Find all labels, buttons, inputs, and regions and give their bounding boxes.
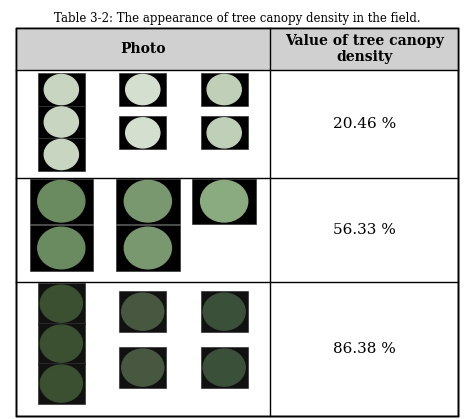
Text: 86.38 %: 86.38 %: [333, 342, 396, 356]
Bar: [119, 116, 166, 149]
Bar: [201, 73, 248, 106]
Bar: [116, 178, 180, 224]
Circle shape: [40, 365, 82, 402]
Circle shape: [44, 107, 78, 137]
Circle shape: [44, 140, 78, 170]
Bar: [201, 116, 248, 149]
Circle shape: [203, 349, 245, 386]
Bar: [38, 73, 85, 106]
Bar: [192, 178, 256, 224]
Circle shape: [40, 285, 82, 322]
Bar: [16, 28, 458, 70]
Bar: [119, 347, 166, 388]
Circle shape: [122, 349, 164, 386]
Bar: [38, 106, 85, 138]
Circle shape: [207, 75, 241, 105]
Circle shape: [126, 75, 160, 105]
Bar: [38, 363, 85, 404]
Bar: [116, 225, 180, 271]
Bar: [38, 138, 85, 171]
Circle shape: [40, 325, 82, 362]
Circle shape: [124, 227, 172, 269]
Bar: [29, 178, 93, 224]
Circle shape: [203, 293, 245, 330]
Bar: [201, 347, 248, 388]
Bar: [201, 292, 248, 332]
Bar: [29, 225, 93, 271]
Circle shape: [201, 180, 248, 222]
Circle shape: [207, 118, 241, 148]
Circle shape: [44, 75, 78, 105]
Bar: [119, 73, 166, 106]
Circle shape: [124, 180, 172, 222]
Text: Table 3-2: The appearance of tree canopy density in the field.: Table 3-2: The appearance of tree canopy…: [54, 12, 420, 25]
Text: 20.46 %: 20.46 %: [333, 117, 396, 131]
Text: Photo: Photo: [120, 42, 165, 56]
Bar: [38, 284, 85, 324]
Bar: [38, 323, 85, 364]
Circle shape: [126, 118, 160, 148]
Bar: [119, 292, 166, 332]
Circle shape: [38, 227, 85, 269]
Text: 56.33 %: 56.33 %: [333, 223, 396, 237]
Text: Value of tree canopy
density: Value of tree canopy density: [285, 34, 444, 65]
Circle shape: [38, 180, 85, 222]
Circle shape: [122, 293, 164, 330]
